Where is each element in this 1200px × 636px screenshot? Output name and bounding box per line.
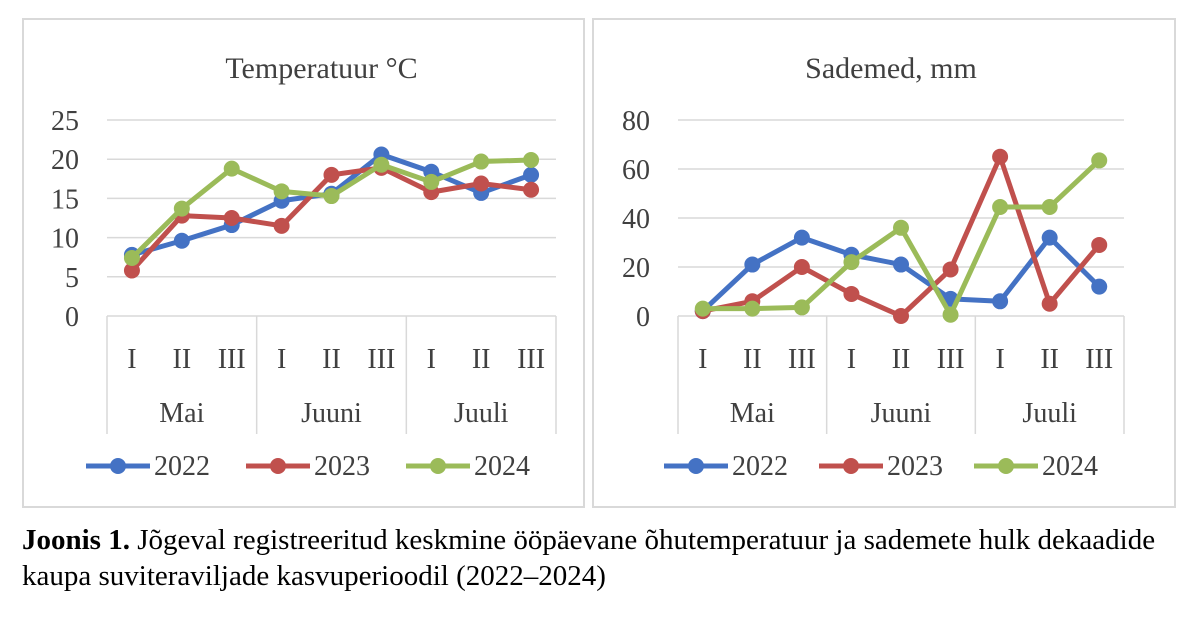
legend-marker-2023: [843, 458, 859, 474]
data-point-2023: [1091, 236, 1108, 253]
legend-label: 2024: [1042, 451, 1098, 482]
data-point-2023: [523, 181, 540, 198]
x-tick-label: I: [127, 344, 136, 375]
data-point-2024: [173, 200, 190, 217]
data-point-2024: [123, 249, 140, 266]
x-tick-label: II: [892, 344, 911, 375]
legend-marker-2023: [270, 458, 286, 474]
legend-marker-2022: [688, 458, 704, 474]
data-point-2024: [942, 306, 959, 323]
x-group-label: Mai: [730, 398, 775, 429]
data-point-2022: [744, 256, 761, 273]
x-tick-label: III: [218, 344, 246, 375]
data-point-2022: [893, 256, 909, 273]
x-tick-label: III: [1085, 344, 1113, 375]
data-point-2023: [843, 285, 860, 302]
series-line-2023: [702, 154, 1102, 319]
x-group-label: Juuli: [1022, 398, 1077, 429]
data-point-2024: [323, 188, 340, 205]
data-point-2023: [992, 148, 1009, 165]
x-tick-label: II: [472, 344, 491, 375]
y-tick-label: 0: [636, 302, 650, 333]
data-point-2023: [793, 259, 810, 275]
caption-label: Joonis 1.: [22, 524, 130, 556]
data-point-2024: [992, 198, 1009, 215]
x-group-label: Juuni: [301, 398, 362, 429]
x-tick-label: I: [847, 344, 856, 375]
y-tick-label: 15: [51, 184, 79, 215]
x-tick-label: I: [277, 344, 286, 375]
data-point-2023: [123, 262, 140, 279]
data-point-2023: [942, 261, 959, 278]
data-point-2024: [793, 299, 810, 316]
series-line-2023: [130, 165, 532, 273]
legend-marker-2024: [998, 458, 1014, 474]
data-point-2022: [523, 166, 540, 183]
data-point-2024: [423, 173, 440, 190]
data-point-2023: [473, 175, 490, 192]
data-point-2022: [992, 293, 1009, 310]
legend-label: 2022: [732, 451, 788, 482]
y-tick-label: 5: [65, 263, 79, 294]
x-tick-label: II: [173, 344, 192, 375]
data-point-2024: [473, 153, 490, 170]
data-point-2024: [744, 300, 761, 317]
data-point-2022: [1091, 278, 1108, 295]
data-point-2024: [1041, 198, 1058, 215]
data-point-2024: [223, 160, 240, 177]
data-point-2024: [373, 156, 390, 173]
data-point-2023: [273, 217, 290, 234]
data-point-2023: [893, 308, 909, 324]
x-tick-label: I: [698, 344, 707, 375]
x-tick-label: I: [995, 344, 1004, 375]
y-tick-label: 60: [622, 155, 650, 186]
data-point-2024: [1091, 152, 1108, 169]
y-tick-label: 20: [51, 145, 79, 176]
y-tick-label: 40: [622, 204, 650, 235]
data-point-2022: [1041, 229, 1058, 246]
data-point-2024: [273, 183, 290, 200]
data-point-2022: [793, 229, 810, 246]
y-tick-label: 10: [51, 224, 79, 255]
data-point-2024: [893, 219, 909, 236]
x-tick-label: II: [743, 344, 762, 375]
x-tick-label: III: [788, 344, 816, 375]
x-tick-label: II: [1040, 344, 1059, 375]
x-tick-label: III: [367, 344, 395, 375]
x-tick-label: III: [937, 344, 965, 375]
x-tick-label: III: [517, 344, 545, 375]
data-point-2024: [694, 300, 711, 317]
chart-title: Sademed, mm: [805, 52, 977, 85]
x-tick-label: I: [427, 344, 436, 375]
y-tick-label: 0: [65, 302, 79, 333]
data-point-2023: [223, 210, 240, 226]
x-group-label: Juuni: [871, 398, 932, 429]
x-group-label: Juuli: [454, 398, 509, 429]
data-point-2024: [843, 254, 860, 271]
y-tick-label: 20: [622, 253, 650, 284]
temperature-chart-panel: Temperatuur °C 0 5 10 15 20 25 I II III I II III I II I…: [22, 18, 585, 508]
data-point-2022: [173, 232, 190, 249]
x-tick-label: II: [322, 344, 341, 375]
data-point-2023: [1041, 295, 1058, 312]
data-point-2024: [523, 151, 540, 168]
x-group-label: Mai: [159, 398, 204, 429]
legend-label: 2023: [887, 451, 943, 482]
legend-label: 2023: [314, 451, 370, 482]
figure-caption: Joonis 1. Jõgeval registreeritud keskmin…: [22, 522, 1182, 594]
data-point-2023: [323, 166, 340, 183]
y-tick-label: 25: [51, 106, 79, 137]
legend-label: 2024: [474, 451, 530, 482]
chart-title: Temperatuur °C: [225, 52, 417, 85]
y-tick-label: 80: [622, 106, 650, 137]
caption-text: Jõgeval registreeritud keskmine ööpäevan…: [22, 524, 1156, 592]
legend-label: 2022: [154, 451, 210, 482]
legend-marker-2022: [110, 458, 126, 474]
legend-marker-2024: [430, 458, 446, 474]
precipitation-chart-panel: Sademed, mm 0 20 40 60 80 I II III I II III I II III Ma…: [592, 18, 1176, 508]
